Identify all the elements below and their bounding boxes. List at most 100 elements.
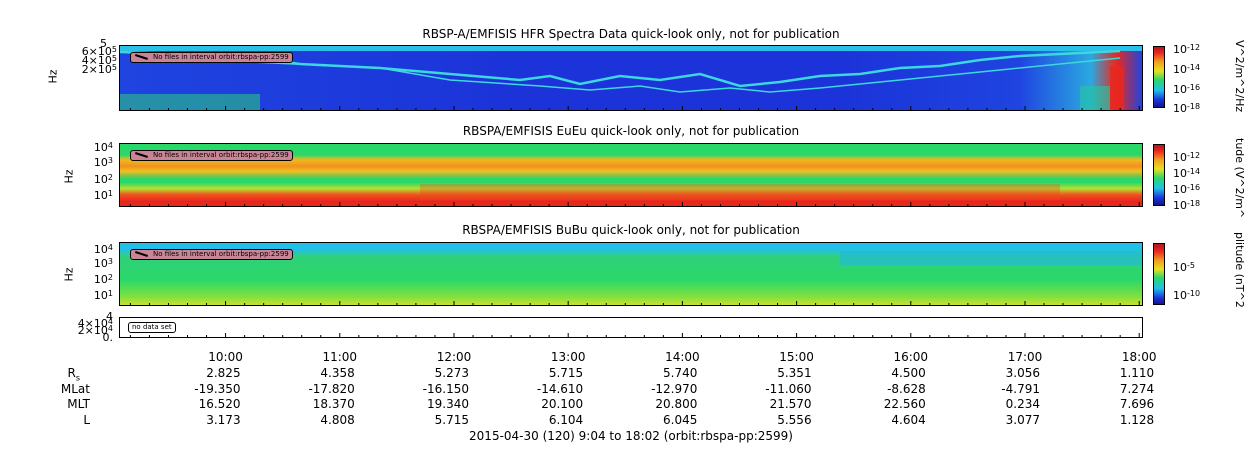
bubu-spectrogram-panel: No files in interval orbit:rbspa-pp:2599 [119,242,1143,306]
ephemeris-value: 16.520 [198,397,241,411]
ephemeris-value: 6.104 [548,412,584,427]
x-tick-label: 12:00 [436,350,472,364]
cb1-tick-3: 10-18 [1173,102,1201,115]
cb1-tick-2: 10-16 [1173,83,1201,96]
p3-ytick-0: 104 [93,243,113,256]
cb1-tick-0: 10-12 [1173,43,1201,56]
time-range-footer: 2015-04-30 (120) 9:04 to 18:02 (orbit:rb… [469,429,793,443]
ephemeris-value: 7.274 [1119,381,1155,396]
ephemeris-value: 1.110 [1119,366,1155,380]
ephemeris-row-label: MLT [67,397,90,411]
ephemeris-row-label: L [83,412,90,427]
cb2-tick-3: 10-18 [1173,199,1201,212]
ephemeris-value: 20.800 [655,397,698,411]
colorbar-1 [1153,46,1165,108]
no-files-notice-2: No files in interval orbit:rbspa-pp:2599 [130,150,293,161]
hfr-lower-line [249,57,1121,93]
ephemeris-value: -17.820 [308,381,355,396]
p1-ytick-0: 5 [100,37,107,50]
ephemeris-value: -16.150 [422,381,469,396]
ephemeris-value: 4.358 [320,366,355,380]
ephemeris-value: 4.604 [891,412,926,427]
ephemeris-row-label: Rs [67,366,80,383]
cb2-tick-2: 10-16 [1173,183,1201,196]
eueu-spectrogram-panel: No files in interval orbit:rbspa-pp:2599 [119,143,1143,207]
p4-ytick-3: 0. [102,331,114,344]
hfr-low-green [120,94,260,110]
x-tick-label: 11:00 [322,350,358,364]
x-tick-label: 17:00 [1007,350,1043,364]
x-tick-label: 15:00 [779,350,814,364]
ephemeris-value: 5.740 [663,366,698,380]
hfr-top-band [120,46,1142,51]
x-tick-label: 16:00 [893,350,929,364]
ephemeris-value: 3.077 [1005,412,1040,427]
cb3-tick-0: 10-5 [1173,261,1195,274]
ephemeris-value: 0.234 [1005,397,1040,411]
ephemeris-value: 3.056 [1005,366,1040,380]
ephemeris-value: 5.715 [548,366,584,380]
hfr-features [120,46,1142,110]
ephemeris-value: -8.628 [887,381,926,396]
ephemeris-value: 4.500 [891,366,926,380]
ephemeris-value: 2.825 [206,366,241,380]
p3-ytick-2: 102 [93,273,113,286]
ephemeris-value: 20.100 [541,397,584,411]
x-tick-label: 13:00 [550,350,586,364]
p1-ytick-3: 2×105 [81,63,117,76]
hfr-spectrogram-panel: No files in interval orbit:rbspa-pp:2599 [119,45,1143,111]
empty-panel: no data set [119,317,1143,338]
panel1-title: RBSP-A/EMFISIS HFR Spectra Data quick-lo… [422,27,840,41]
p2-ytick-1: 103 [93,156,113,169]
cb2-tick-1: 10-14 [1173,167,1201,180]
bubu-cyan-region [840,251,1142,265]
ephemeris-value: 19.340 [426,397,469,411]
ephemeris-value: 3.173 [206,412,241,427]
ephemeris-row-label: MLat [60,381,90,396]
cb3-tick-1: 10-10 [1173,289,1201,302]
panel2-title: RBSPA/EMFISIS EuEu quick-look only, not … [462,124,800,138]
ephemeris-value: -14.610 [536,381,584,396]
cb2-tick-0: 10-12 [1173,151,1201,164]
no-files-notice-1: No files in interval orbit:rbspa-pp:2599 [130,52,293,63]
ephemeris-value: -11.060 [765,381,812,396]
hfr-green-burst [1080,86,1110,110]
ephemeris-value: 7.696 [1119,397,1155,411]
no-data-set-notice: no data set [128,322,176,333]
hfr-red-burst [1110,66,1124,110]
x-tick-label: 14:00 [665,350,700,364]
ephemeris-value: 1.128 [1119,412,1155,427]
p4-ytick-0: 4 [106,310,113,323]
p1-ytick-2: 4×105 [81,54,117,67]
ephemeris-value: 5.351 [777,366,812,380]
p2-ytick-2: 102 [93,173,113,186]
ephemeris-value: -12.970 [651,381,698,396]
ephemeris-value: 5.273 [434,366,469,380]
ephemeris-value: 22.560 [883,397,926,411]
bubu-features [840,251,1142,265]
ephemeris-value: 18.370 [312,397,355,411]
x-tick-label: 10:00 [208,350,243,364]
eueu-mid-band [120,158,1142,178]
p2-ytick-0: 104 [93,141,113,154]
x-tick-label: 18:00 [1121,350,1157,364]
ephemeris-value: 5.556 [777,412,812,427]
ephemeris-value: 6.045 [663,412,698,427]
ephemeris-value: -19.350 [194,381,241,396]
cb1-tick-1: 10-14 [1173,63,1201,76]
ephemeris-value: -4.791 [1001,381,1040,396]
ephemeris-value: 21.570 [769,397,812,411]
ephemeris-value: 5.715 [434,412,469,427]
colorbar-2 [1153,144,1165,206]
hfr-upper-hybrid-line [120,49,1121,88]
eueu-red-spikes [420,184,1060,200]
colorbar-3 [1153,243,1165,305]
p4-ytick-2: 2×104 [77,324,113,337]
p3-ytick-3: 101 [93,289,113,302]
eueu-features [120,158,1142,206]
ephemeris-row-label-subscript: s [75,373,80,383]
ephemeris-value: 4.808 [320,412,355,427]
p2-ytick-3: 101 [93,189,113,202]
no-files-notice-3: No files in interval orbit:rbspa-pp:2599 [130,249,293,260]
